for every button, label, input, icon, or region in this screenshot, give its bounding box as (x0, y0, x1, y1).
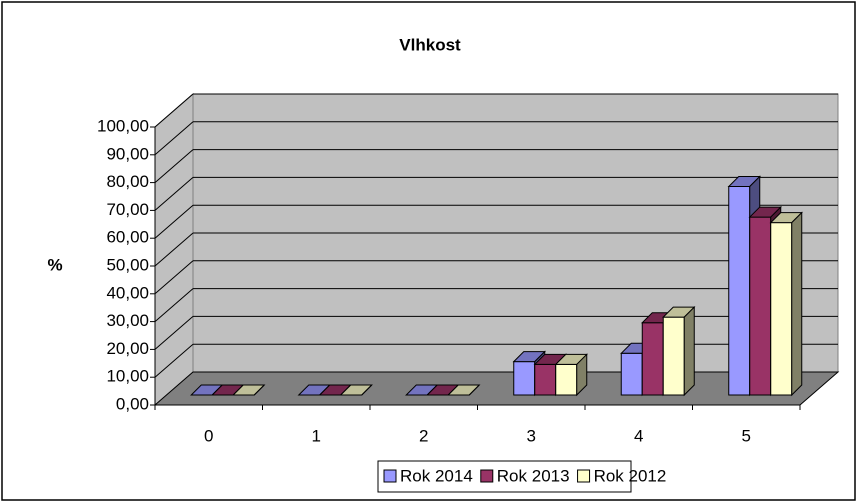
y-tick-label: 50,00 (106, 255, 149, 274)
bar-side (791, 211, 803, 397)
x-tick-label: 4 (634, 426, 643, 445)
bar-front (770, 222, 793, 396)
bar-front (749, 216, 772, 396)
bar-side (253, 384, 265, 396)
y-tick-label: 80,00 (106, 172, 149, 191)
bar-front (534, 363, 557, 396)
bar-front (728, 186, 751, 396)
y-tick-label: 60,00 (106, 228, 149, 247)
x-tick-label: 1 (312, 426, 321, 445)
y-tick-label: 100,00 (97, 116, 149, 135)
y-tick-label: 40,00 (106, 283, 149, 302)
grid-line (154, 121, 194, 156)
y-tick-label: 20,00 (106, 339, 149, 358)
bar-front (620, 352, 643, 396)
grid-line (154, 316, 194, 350)
legend-label: Rok 2012 (594, 466, 667, 485)
legend-swatch (383, 469, 397, 483)
grid-line (154, 288, 194, 322)
grid-line (154, 204, 194, 239)
legend-swatch (577, 469, 591, 483)
grid-line (154, 343, 194, 378)
grid-line (154, 260, 194, 295)
x-tick-label: 2 (419, 426, 428, 445)
y-axis-label: % (47, 255, 62, 274)
x-tick-label: 5 (742, 426, 751, 445)
x-tick-label: 3 (527, 426, 536, 445)
bar-front (641, 322, 664, 396)
bar-front (513, 361, 536, 396)
grid-line (154, 232, 194, 267)
grid-line (154, 93, 194, 128)
bar-side (361, 384, 373, 396)
bar-side (576, 353, 588, 397)
legend-label: Rok 2013 (497, 466, 570, 485)
bar-front (662, 316, 685, 396)
x-tick-label: 0 (204, 426, 213, 445)
legend-swatch (480, 469, 494, 483)
y-tick-label: 0,00 (116, 394, 149, 413)
y-tick-label: 70,00 (106, 200, 149, 219)
grid-line (154, 149, 194, 183)
y-tick-label: 30,00 (106, 311, 149, 330)
chart-title: Vlhkost (399, 35, 461, 54)
bar-front (555, 363, 578, 396)
bar-side (468, 384, 480, 396)
bar-side (683, 305, 695, 397)
y-tick-label: 90,00 (106, 144, 149, 163)
y-tick-label: 10,00 (106, 367, 149, 386)
grid-line (154, 177, 194, 211)
legend-label: Rok 2014 (400, 466, 473, 485)
